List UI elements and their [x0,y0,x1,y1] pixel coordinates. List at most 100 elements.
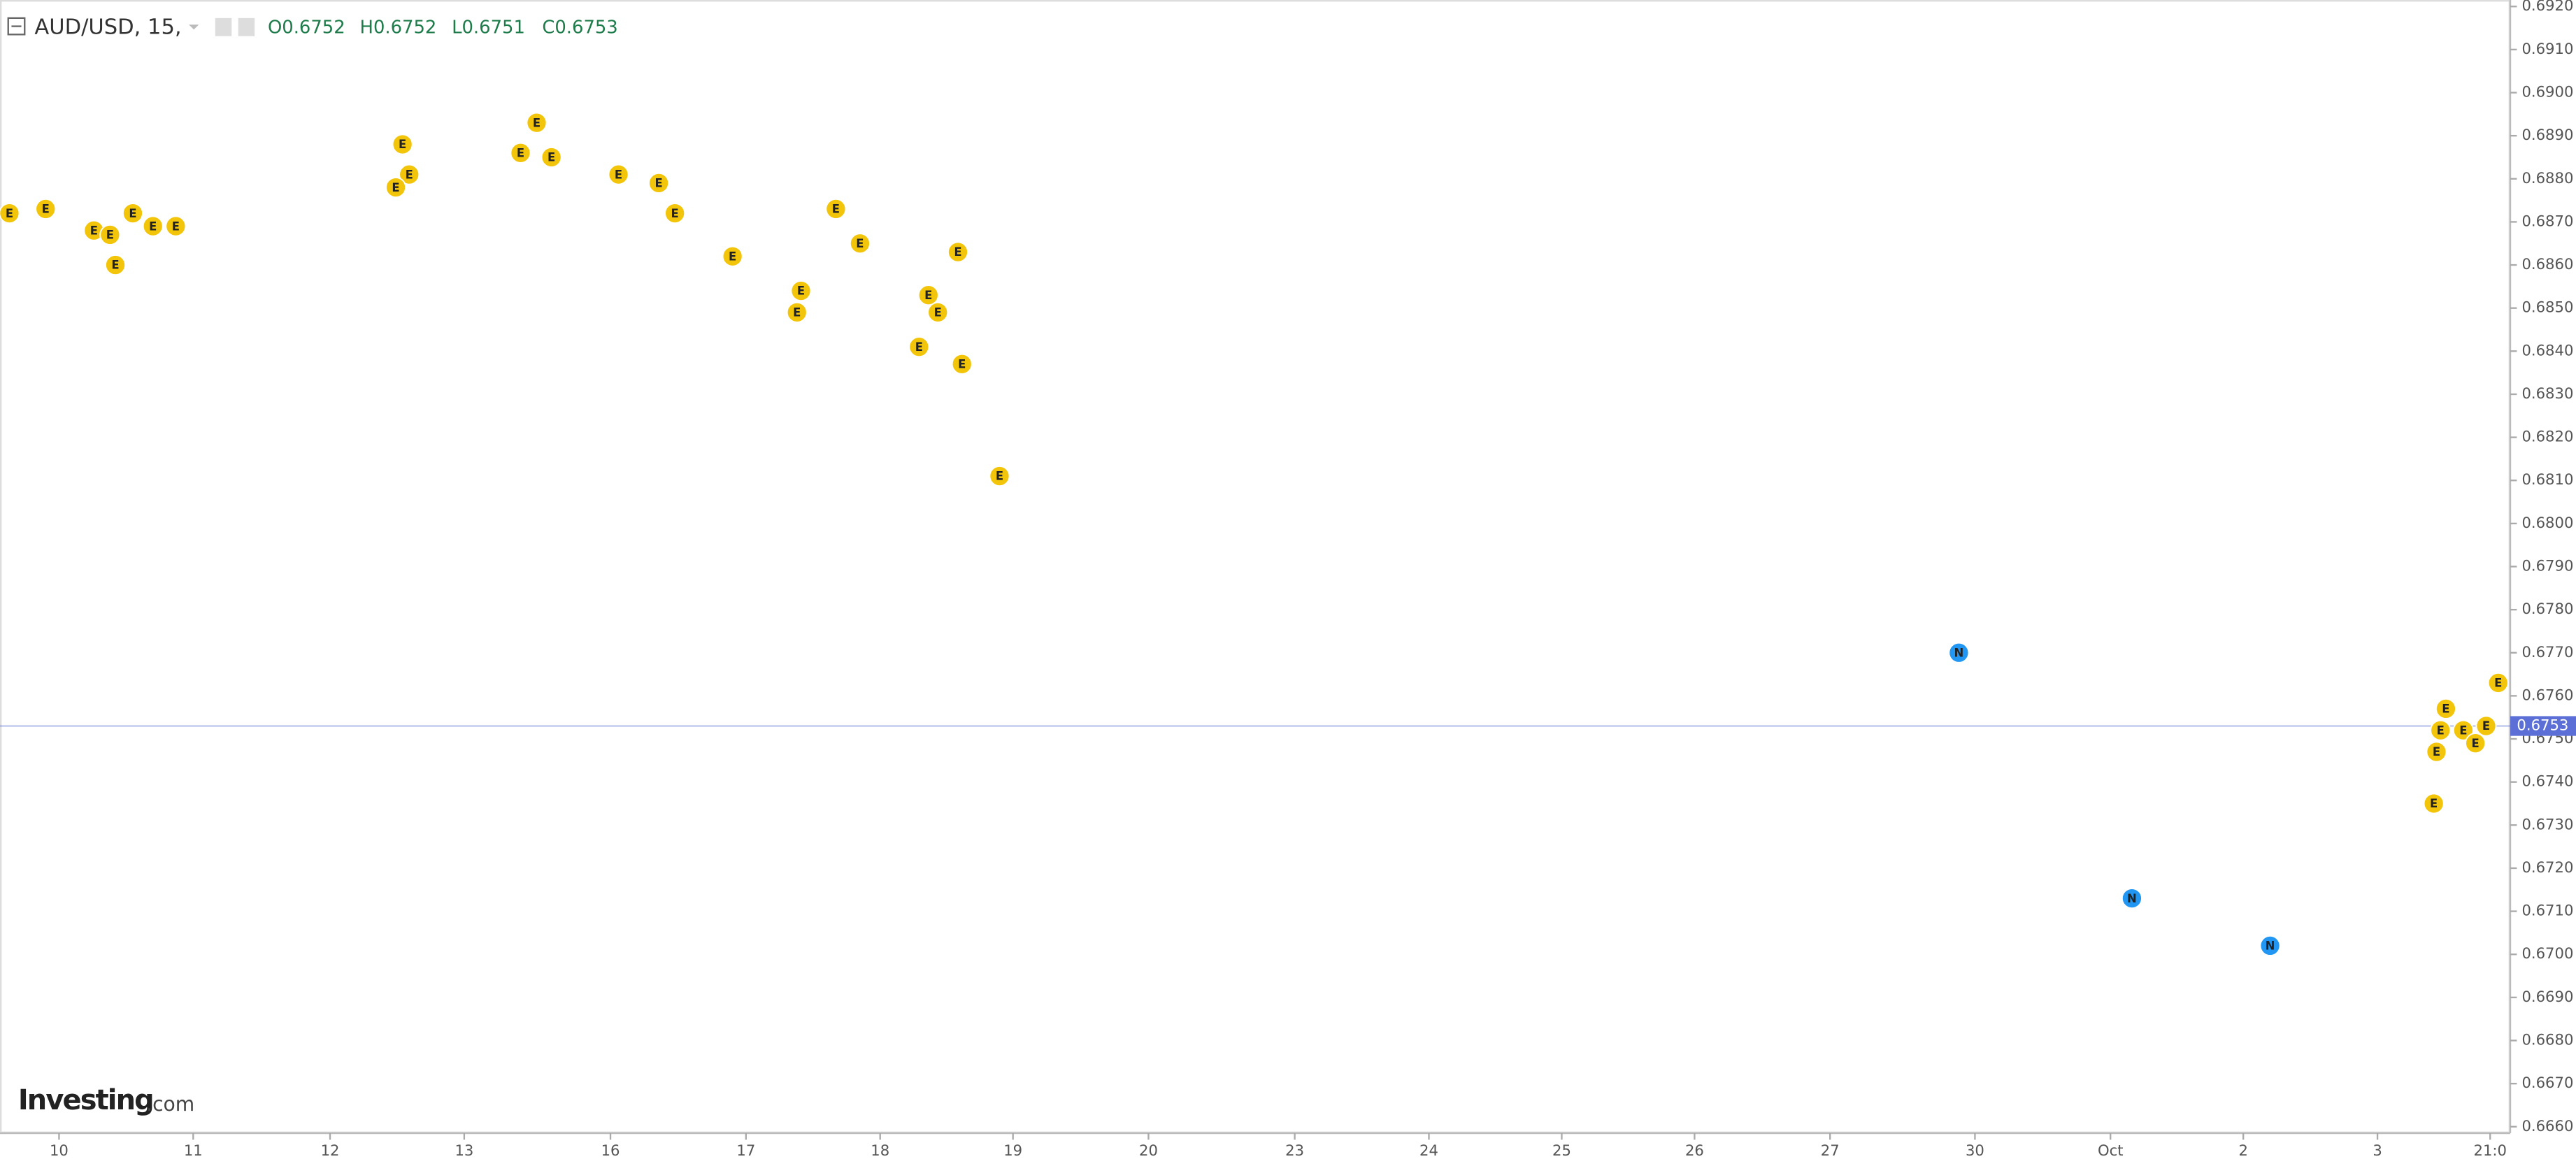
y-tick-label: 0.6730 [2521,815,2573,833]
x-tick-label: 2 [2238,1142,2247,1159]
event-label: E [2433,745,2440,758]
event-label: E [6,207,13,220]
event-marker [510,142,531,164]
y-tick-label: 0.6900 [2521,83,2573,101]
event-marker [2487,672,2509,693]
y-tick-label: 0.6870 [2521,212,2573,229]
dropdown-arrow[interactable] [189,24,199,30]
y-tick-label: 0.6720 [2521,858,2573,876]
x-tick-label: 19 [1003,1142,1022,1159]
y-tick-label: 0.6660 [2521,1117,2573,1135]
x-tick-label: 25 [1552,1142,1571,1159]
settings-icon[interactable] [215,17,232,36]
x-tick-label: 13 [455,1142,473,1159]
y-tick-label: 0.6850 [2521,298,2573,316]
event-label: E [129,207,136,220]
y-tick-label: 0.6800 [2521,514,2573,531]
event-marker [1948,642,1970,663]
event-label: E [517,146,524,159]
event-marker [951,353,973,375]
event-label: E [2472,737,2480,750]
event-marker [722,245,743,267]
event-label: E [924,289,932,302]
y-tick-label: 0.6910 [2521,40,2573,57]
logo-brand: Investing [18,1084,153,1116]
event-label: E [856,237,864,250]
event-marker [104,254,127,276]
event-label: E [797,285,805,298]
event-label: E [832,203,840,216]
event-label: E [90,224,98,237]
event-marker [2259,935,2281,956]
event-marker [825,198,847,219]
chart-title: AUD/USD, 15, [34,15,181,39]
event-marker [142,215,164,237]
hide-icon[interactable] [238,17,255,36]
x-tick-label: 30 [1966,1142,1984,1159]
x-tick-label: 20 [1139,1142,1158,1159]
ohlc-low: L0.6751 [452,17,525,38]
event-label: E [954,245,961,259]
y-tick-label: 0.6920 [2521,0,2573,14]
y-tick-label: 0.6840 [2521,341,2573,359]
event-marker [917,285,939,306]
event-label: E [172,219,180,233]
x-tick-label: 11 [184,1142,203,1159]
event-marker [2465,733,2486,754]
event-marker [0,203,20,224]
event-label: N [2127,892,2137,905]
event-label: E [392,181,399,194]
event-label: E [2459,724,2467,737]
event-label: E [2437,724,2445,737]
event-marker [399,164,420,185]
y-tick-label: 0.6820 [2521,428,2573,445]
event-label: E [793,306,801,319]
x-tick-label: 21:0 [2474,1142,2507,1159]
event-label: E [406,168,413,181]
event-marker [648,172,670,194]
event-marker [2430,719,2452,741]
ohlc-close: C0.6753 [542,17,617,38]
event-label: E [2482,719,2490,733]
event-marker [165,215,187,237]
event-label: N [2266,940,2275,953]
y-tick-label: 0.6700 [2521,944,2573,962]
event-marker [526,112,548,134]
event-marker [2121,888,2142,909]
event-label: E [111,259,119,272]
event-marker [790,280,812,302]
event-marker [2426,741,2447,763]
current-price-tag [2510,716,2576,736]
event-label: E [106,229,114,242]
event-label: E [42,203,50,216]
event-label: N [1954,646,1964,659]
ohlc-open: O0.6752 [268,17,345,38]
event-marker [908,336,930,358]
event-label: E [958,357,966,370]
x-tick-label: 16 [601,1142,620,1159]
y-tick-label: 0.6780 [2521,600,2573,617]
y-tick-label: 0.6690 [2521,988,2573,1005]
collapse-icon[interactable] [7,17,26,36]
event-marker [786,301,808,323]
y-tick-label: 0.6740 [2521,772,2573,790]
event-marker [947,241,969,263]
event-marker [927,301,949,323]
y-tick-label: 0.6670 [2521,1074,2573,1091]
event-marker [2475,715,2497,737]
x-tick-label: Oct [2098,1142,2124,1159]
event-marker [2423,793,2445,814]
event-label: E [2442,703,2449,716]
x-tick-label: 12 [321,1142,340,1159]
x-tick-label: 10 [50,1142,69,1159]
event-marker [541,146,562,168]
x-tick-label: 18 [871,1142,889,1159]
y-tick-label: 0.6760 [2521,686,2573,703]
y-tick-label: 0.6890 [2521,126,2573,143]
x-tick-label: 26 [1685,1142,1704,1159]
event-label: E [533,116,541,129]
y-tick-label: 0.6770 [2521,643,2573,661]
event-marker [99,224,121,245]
logo-suffix: .com [146,1093,194,1116]
